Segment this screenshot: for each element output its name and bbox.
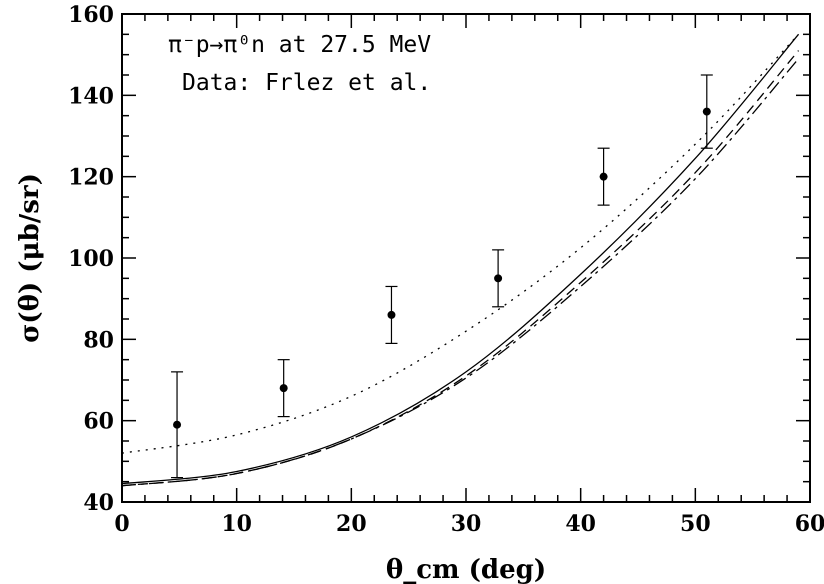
curve-dashdot — [121, 58, 800, 487]
tick-labels: 0 10 20 30 40 50 60 40 60 80 100 120 140 160 — [68, 2, 824, 537]
y-tick-label: 120 — [68, 165, 114, 191]
y-tick-label: 80 — [83, 327, 114, 353]
x-tick-label: 0 — [114, 511, 129, 537]
data-point — [599, 172, 608, 181]
data-point — [387, 310, 396, 319]
plot-frame — [121, 13, 811, 503]
y-tick-label: 60 — [83, 409, 114, 435]
x-tick-label: 10 — [221, 511, 252, 537]
data-point — [173, 420, 182, 429]
curve-solid — [121, 33, 800, 485]
y-tick-label: 140 — [68, 83, 114, 109]
x-tick-label: 20 — [336, 511, 367, 537]
x-tick-label: 50 — [680, 511, 711, 537]
annotation-reaction: π⁻p→π⁰n at 27.5 MeV — [168, 32, 431, 58]
x-tick-label: 40 — [565, 511, 596, 537]
x-axis-label: θ_cm (deg) — [386, 555, 546, 584]
data-point — [279, 384, 288, 393]
data-points — [171, 74, 713, 479]
x-tick-label: 30 — [451, 511, 482, 537]
x-tick-label: 60 — [795, 511, 824, 537]
data-point — [494, 274, 503, 283]
curve-dotted — [121, 33, 800, 454]
y-axis-label: σ(θ) (μb/sr) — [15, 173, 45, 343]
y-tick-label: 100 — [68, 246, 114, 272]
annotation-data-source: Data: Frlez et al. — [182, 70, 431, 96]
data-point — [702, 107, 711, 116]
y-tick-label: 40 — [83, 490, 114, 516]
theory-curves — [121, 33, 800, 487]
y-tick-label: 160 — [68, 2, 114, 28]
